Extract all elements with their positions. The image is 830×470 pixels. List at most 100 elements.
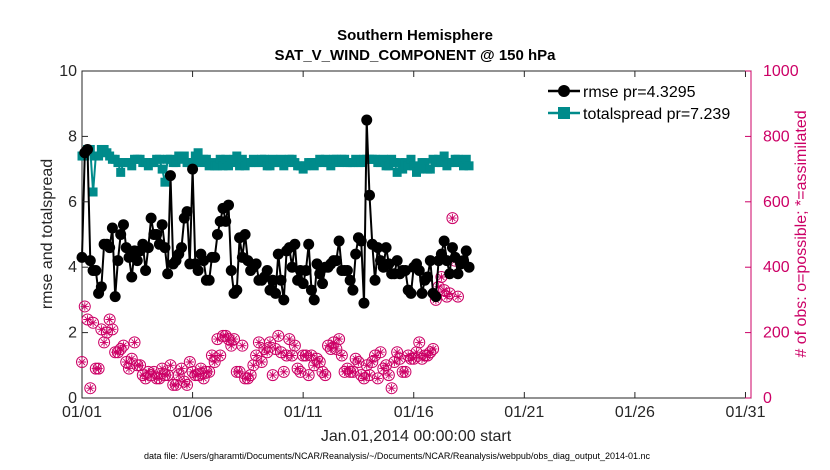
obs-assimilated-point (285, 334, 294, 344)
obs-assimilated-point (290, 341, 300, 350)
rmse-point (106, 222, 118, 234)
obs-assimilated-point (257, 357, 266, 367)
y-tick-label-right: 1000 (763, 63, 799, 80)
rmse-point (399, 264, 411, 276)
y-tick-label-left: 4 (68, 259, 77, 276)
rmse-point (289, 238, 301, 250)
totalspread-point (237, 154, 247, 164)
obs-assimilated-point (155, 374, 164, 383)
obs-assimilated-point (365, 370, 374, 380)
obs-assimilated-point (97, 325, 106, 334)
obs-assimilated-point (216, 351, 225, 360)
obs-assimilated-point (260, 344, 269, 354)
rmse-point (176, 242, 188, 254)
obs-assimilated-point (274, 331, 283, 341)
obs-possible-point (76, 356, 88, 369)
obs-assimilated-point (442, 292, 452, 301)
obs-assimilated-point (287, 351, 297, 360)
obs-assimilated-point (182, 380, 192, 390)
totalspread-point (218, 161, 228, 171)
obs-possible-point (302, 369, 315, 382)
legend-totalspread-marker (558, 107, 570, 119)
totalspread-point (116, 167, 126, 177)
totalspread-point (439, 151, 449, 161)
y-axis-label-left: rmse and totalspread (39, 159, 56, 309)
y-tick-label-left: 8 (68, 128, 77, 145)
obs-assimilated-point (124, 364, 134, 373)
totalspread-point (326, 161, 336, 171)
totalspread-point (276, 154, 286, 164)
obs-assimilated-point (246, 370, 255, 380)
x-tick-label: 01/16 (394, 404, 434, 421)
rmse-point (164, 170, 176, 182)
obs-assimilated-point (384, 370, 394, 380)
obs-possible-point (335, 349, 348, 362)
rmse-point (250, 258, 262, 270)
rmse-point (131, 255, 143, 267)
rmse-point (76, 251, 88, 263)
obs-assimilated-point (141, 374, 150, 383)
y-tick-label-right: 0 (763, 390, 772, 407)
obs-assimilated-point (293, 364, 302, 373)
obs-assimilated-point (412, 348, 421, 357)
obs-assimilated-point (116, 344, 125, 354)
obs-assimilated-point (135, 361, 145, 370)
rmse-point (297, 278, 309, 290)
obs-assimilated-point (423, 351, 432, 360)
obs-possible-point (128, 336, 141, 349)
rmse-point (308, 294, 320, 306)
obs-assimilated-point (227, 341, 236, 350)
obs-assimilated-point (149, 367, 159, 376)
line-layer (76, 114, 475, 309)
rmse-point (109, 291, 121, 303)
obs-assimilated-point (177, 364, 186, 373)
obs-assimilated-point (88, 318, 98, 327)
y-tick-label-left: 0 (68, 390, 77, 407)
totalspread-point (235, 161, 245, 171)
obs-assimilated-point (138, 370, 147, 380)
rmse-point (192, 264, 204, 276)
totalspread-point (259, 154, 269, 164)
obs-assimilated-point (296, 367, 305, 376)
rmse-point (300, 264, 312, 276)
rmse-point (117, 219, 129, 231)
obs-assimilated-point (205, 367, 214, 376)
obs-assimilated-point (146, 370, 156, 380)
rmse-point (391, 255, 403, 267)
obs-assimilated-point (199, 374, 208, 383)
rmse-point (286, 261, 298, 273)
obs-assimilated-point (94, 364, 103, 373)
totalspread-point (414, 164, 424, 174)
rmse-point (261, 264, 273, 276)
rmse-point (303, 238, 315, 250)
rmse-point (311, 258, 323, 270)
totalspread-point (94, 151, 104, 161)
obs-assimilated-point (304, 370, 313, 380)
obs-possible-point (236, 339, 249, 352)
rmse-point (115, 229, 127, 240)
legend: rmse pr=4.3295 totalspread pr=7.239 (548, 84, 730, 123)
obs-assimilated-point (249, 361, 258, 370)
rmse-point (369, 274, 381, 286)
obs-assimilated-point (229, 334, 239, 344)
obs-assimilated-point (265, 338, 275, 347)
obs-assimilated-point (332, 344, 341, 354)
rmse-point (275, 274, 287, 286)
rmse-point (209, 251, 221, 263)
chart-title-line-1: Southern Hemisphere (337, 27, 493, 44)
y-tick-label-right: 600 (763, 194, 790, 211)
obs-assimilated-point (158, 364, 167, 373)
rmse-point (383, 258, 395, 270)
obs-assimilated-point (307, 351, 316, 360)
totalspread-point (403, 161, 413, 171)
y-tick-label-left: 10 (59, 63, 77, 80)
obs-assimilated-point (434, 282, 443, 291)
obs-assimilated-point (321, 370, 330, 380)
y-tick-label-right: 200 (763, 325, 790, 342)
obs-assimilated-point (395, 354, 405, 363)
rmse-point (162, 268, 174, 280)
obs-assimilated-point (373, 374, 382, 383)
obs-assimilated-point (276, 348, 286, 357)
obs-assimilated-point (238, 341, 247, 350)
